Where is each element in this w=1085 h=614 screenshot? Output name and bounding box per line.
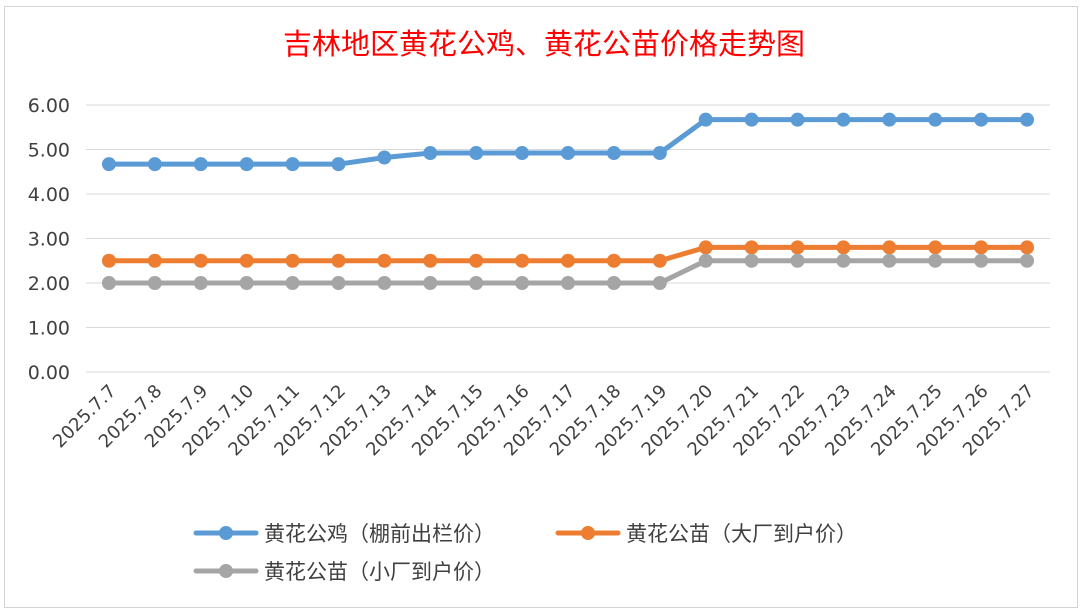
chart-title: 吉林地区黄花公鸡、黄花公苗价格走势图 [283, 27, 805, 61]
data-point [652, 146, 667, 161]
data-point [423, 253, 438, 268]
y-tick-label: 0.00 [28, 362, 70, 384]
data-point [698, 253, 713, 268]
data-point [193, 253, 208, 268]
series-layer [101, 112, 1035, 290]
y-tick-label: 2.00 [28, 273, 70, 295]
data-point [606, 146, 621, 161]
data-point [744, 112, 759, 127]
y-tick-label: 4.00 [28, 184, 70, 206]
data-point [239, 253, 254, 268]
data-point [561, 253, 575, 268]
data-point [469, 146, 484, 161]
legend-item: 黄花公苗（大厂到户价） [555, 522, 857, 546]
data-point [790, 240, 805, 255]
data-point [469, 253, 484, 268]
data-point [193, 157, 208, 172]
y-tick-label: 1.00 [28, 318, 70, 340]
data-point [377, 150, 392, 165]
legend-swatch-marker [219, 564, 233, 578]
data-point [928, 240, 943, 255]
data-point [331, 157, 346, 172]
data-point [698, 240, 713, 255]
data-point [790, 112, 805, 127]
legend: 黄花公鸡（棚前出栏价） 黄花公苗（大厂到户价） 黄花公苗（小厂到户价） [193, 522, 857, 584]
legend-swatch-marker [219, 526, 233, 540]
legend-item: 黄花公苗（小厂到户价） [193, 560, 495, 584]
data-point [744, 240, 759, 255]
data-point [331, 253, 346, 268]
y-tick-label: 3.00 [28, 229, 70, 251]
data-point [606, 253, 621, 268]
data-point [974, 253, 989, 268]
series-1 [101, 112, 1035, 172]
series-2 [101, 240, 1035, 268]
data-point [1020, 240, 1035, 255]
legend-item: 黄花公鸡（棚前出栏价） [193, 522, 495, 546]
data-point [652, 253, 667, 268]
legend-label: 黄花公鸡（棚前出栏价） [264, 522, 495, 546]
data-point [561, 146, 575, 161]
data-point [882, 240, 897, 255]
data-point [606, 276, 621, 290]
data-point [1020, 112, 1035, 127]
data-point [928, 112, 943, 127]
legend-swatch-marker [581, 526, 595, 540]
data-point [652, 276, 667, 290]
data-point [469, 276, 484, 290]
data-point [285, 276, 300, 290]
x-axis-ticks: 2025.7.72025.7.82025.7.92025.7.102025.7.… [49, 381, 1039, 461]
y-axis-ticks: 0.00 1.00 2.00 3.00 4.00 5.00 6.00 [28, 95, 70, 384]
data-point [974, 112, 989, 127]
data-point [882, 112, 897, 127]
chart-frame [4, 6, 1078, 608]
data-point [423, 146, 438, 161]
data-point [515, 146, 530, 161]
legend-label: 黄花公苗（大厂到户价） [626, 522, 857, 546]
y-tick-label: 5.00 [28, 140, 70, 162]
data-point [101, 157, 116, 172]
data-point [836, 253, 851, 268]
data-point [561, 276, 575, 290]
series-3 [101, 253, 1035, 290]
y-tick-label: 6.00 [28, 95, 70, 117]
data-point [239, 157, 254, 172]
data-point [836, 240, 851, 255]
data-point [147, 157, 162, 172]
data-point [377, 276, 392, 290]
data-point [147, 253, 162, 268]
data-point [974, 240, 989, 255]
data-point [928, 253, 943, 268]
data-point [698, 112, 713, 127]
data-point [882, 253, 897, 268]
data-point [101, 253, 116, 268]
data-point [331, 276, 346, 290]
grid-layer [86, 104, 1050, 373]
data-point [836, 112, 851, 127]
data-point [377, 253, 392, 268]
data-point [193, 276, 208, 290]
data-point [147, 276, 162, 290]
legend-label: 黄花公苗（小厂到户价） [264, 560, 495, 584]
data-point [744, 253, 759, 268]
data-point [285, 157, 300, 172]
data-point [790, 253, 805, 268]
data-point [515, 253, 530, 268]
data-point [285, 253, 300, 268]
data-point [239, 276, 254, 290]
data-point [515, 276, 530, 290]
data-point [1020, 253, 1035, 268]
data-point [423, 276, 438, 290]
data-point [101, 276, 116, 290]
